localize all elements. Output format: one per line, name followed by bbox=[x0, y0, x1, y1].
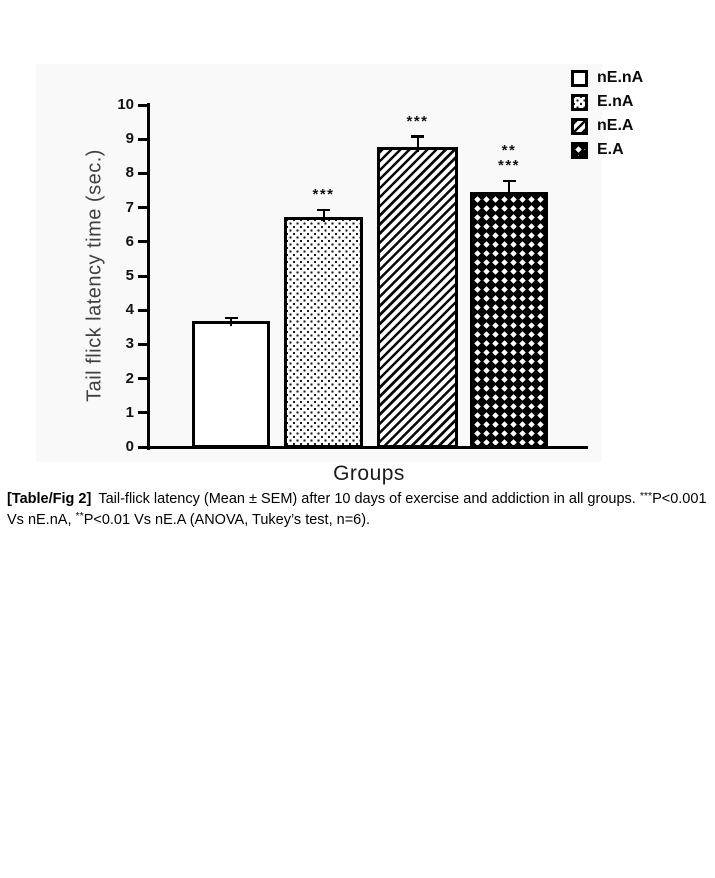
y-tick-mark bbox=[138, 137, 147, 141]
bar-ne-na bbox=[192, 321, 270, 448]
y-tick-label: 4 bbox=[125, 301, 134, 319]
legend-label: E.A bbox=[597, 141, 624, 158]
bar-e-a bbox=[470, 191, 548, 448]
x-axis-title: Groups bbox=[333, 462, 405, 485]
bar-ne-a bbox=[377, 147, 458, 448]
figure-caption: [Table/Fig 2] Tail-flick latency (Mean ± … bbox=[7, 490, 711, 531]
legend-label: nE.nA bbox=[597, 69, 644, 86]
y-tick-mark bbox=[138, 342, 147, 346]
y-tick-label: 7 bbox=[125, 198, 134, 216]
significance-stars: *** bbox=[406, 112, 429, 130]
y-tick-mark bbox=[138, 103, 147, 107]
y-tick-mark bbox=[138, 171, 147, 175]
chart-legend: nE.nA E.nA nE.A E.A bbox=[571, 69, 643, 159]
legend-label: nE.A bbox=[597, 117, 634, 134]
error-bar-line bbox=[508, 181, 510, 197]
y-tick-mark bbox=[138, 445, 147, 449]
significance-stars: *** bbox=[312, 186, 335, 204]
y-tick-mark bbox=[138, 377, 147, 381]
y-tick-label: 2 bbox=[125, 369, 134, 387]
caption-text-2: P<0.001 Vs nE.nA, bbox=[7, 491, 707, 528]
caption-significance-1: *** bbox=[639, 489, 653, 502]
error-bar-cap bbox=[224, 316, 238, 320]
legend-item-e-na: E.nA bbox=[571, 93, 643, 111]
y-tick-mark bbox=[138, 308, 147, 312]
y-tick-label: 0 bbox=[125, 438, 134, 455]
caption-tag: [Table/Fig 2] bbox=[7, 491, 92, 507]
y-tick-label: 8 bbox=[125, 164, 134, 182]
y-tick-label: 9 bbox=[125, 130, 134, 148]
y-tick-label: 6 bbox=[125, 232, 134, 250]
y-tick-label: 5 bbox=[125, 267, 134, 284]
error-bar-cap bbox=[502, 179, 516, 183]
error-bar-cap bbox=[317, 208, 330, 212]
diagonal-hatch-swatch-icon bbox=[571, 117, 588, 135]
stipple-dots-swatch-icon bbox=[571, 93, 588, 111]
x-axis-line bbox=[147, 446, 588, 449]
error-bar-line bbox=[416, 136, 419, 153]
y-tick-label: 3 bbox=[125, 335, 134, 353]
y-tick-label: 10 bbox=[117, 96, 134, 113]
caption-significance-2: ** bbox=[75, 510, 84, 522]
solid-white-swatch-icon bbox=[571, 69, 588, 87]
error-bar-line bbox=[230, 318, 232, 327]
legend-label: E.nA bbox=[597, 93, 634, 110]
legend-item-e-a: E.A bbox=[571, 141, 643, 159]
y-tick-mark bbox=[138, 206, 147, 210]
y-tick-mark bbox=[138, 240, 147, 244]
black-diamonds-swatch-icon bbox=[571, 141, 588, 159]
caption-text-1: Tail-flick latency (Mean ± SEM) after 10… bbox=[98, 491, 640, 507]
legend-item-ne-na: nE.nA bbox=[571, 69, 643, 87]
y-axis-line bbox=[147, 103, 150, 450]
bar-e-na bbox=[284, 217, 363, 448]
y-tick-mark bbox=[138, 411, 147, 415]
caption-text-3: P<0.01 Vs nE.A (ANOVA, Tukey’s test, n=6… bbox=[83, 511, 371, 528]
significance-stars: *** bbox=[497, 157, 520, 175]
y-tick-mark bbox=[138, 274, 147, 278]
significance-stars: ** bbox=[501, 142, 517, 160]
legend-item-ne-a: nE.A bbox=[571, 117, 643, 135]
error-bar-cap bbox=[411, 135, 424, 138]
error-bar-line bbox=[322, 210, 325, 223]
y-tick-label: 1 bbox=[125, 403, 134, 421]
